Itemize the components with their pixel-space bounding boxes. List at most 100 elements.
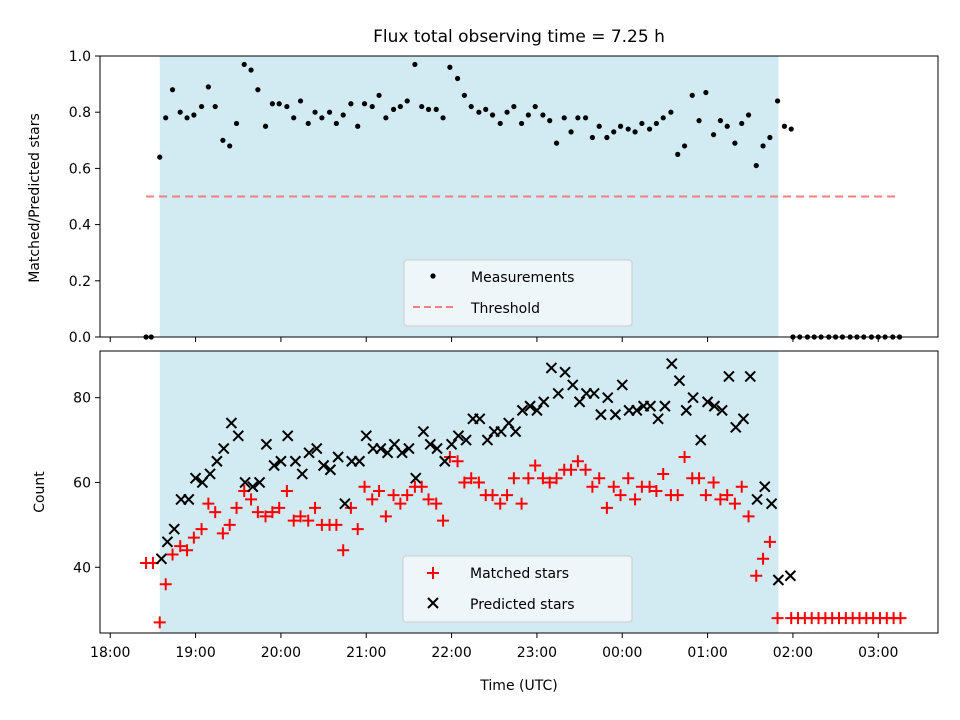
predicted-star-point (759, 480, 771, 493)
measurement-point (163, 115, 169, 121)
matched-star-point (195, 523, 208, 536)
predicted-star-point (275, 455, 287, 467)
measurement-point (383, 115, 389, 121)
matched-star-point (187, 531, 200, 544)
predicted-star-point (708, 400, 721, 412)
matched-star-point (678, 451, 691, 464)
top-panel-ytick-label: 1.0 (69, 49, 91, 65)
measurement-point (589, 134, 595, 141)
matched-star-point (657, 467, 670, 480)
measurement-point (369, 103, 375, 110)
measurement-point (497, 120, 503, 127)
predicted-star-point (303, 447, 315, 459)
measurement-point (447, 64, 453, 70)
legend-predicted-marker (427, 597, 439, 609)
predicted-star-point (474, 413, 486, 425)
matched-star-point (259, 510, 272, 523)
measurement-point (668, 109, 674, 115)
measurement-point (489, 112, 496, 118)
x-tick-label: 18:00 (90, 645, 130, 661)
measurement-point (312, 109, 318, 115)
predicted-star-point (567, 379, 579, 391)
bottom-panel-frame (99, 350, 939, 634)
measurement-point (596, 123, 602, 129)
predicted-star-point (431, 442, 443, 455)
x-tick-label: 20:00 (261, 645, 301, 661)
matched-star-point (515, 497, 528, 510)
matched-star-point (202, 497, 215, 510)
matched-star-point (757, 552, 770, 565)
predicted-star-point (232, 430, 244, 442)
matched-star-point (266, 506, 279, 519)
measurement-point (326, 109, 333, 115)
top-panel-ytick-label: 0.0 (69, 330, 91, 346)
matched-star-point (216, 527, 229, 540)
matched-star-point (302, 514, 315, 527)
measurement-point (710, 132, 717, 138)
x-tick-label: 02:00 (773, 645, 813, 661)
predicted-star-point (317, 459, 330, 472)
predicted-star-point (417, 425, 430, 438)
measurement-point (241, 61, 247, 68)
legend-measurements-label: Measurements (471, 270, 574, 286)
measurement-point (617, 123, 624, 129)
predicted-star-point (784, 570, 797, 582)
measurement-point (333, 120, 339, 127)
legend-threshold-label: Threshold (470, 301, 540, 317)
predicted-star-point (381, 447, 394, 459)
x-axis-label: Time (UTC) (479, 678, 557, 694)
measurement-point (653, 120, 659, 127)
measurement-point (511, 103, 517, 110)
matched-star-point (586, 480, 599, 493)
bottom-panel-ytick-label: 80 (73, 391, 91, 407)
measurement-point (774, 98, 781, 104)
predicted-star-point (616, 379, 628, 391)
predicted-star-point (609, 408, 622, 421)
matched-star-point (465, 472, 478, 485)
measurement-point (305, 120, 311, 127)
predicted-star-point (410, 472, 422, 484)
matched-star-point (451, 455, 464, 468)
measurement-point (220, 137, 226, 143)
bottom-panel-ytick-label: 60 (73, 475, 91, 491)
measurement-point (390, 106, 397, 112)
predicted-star-point (503, 417, 515, 429)
measurement-point (404, 98, 410, 104)
matched-star-point (622, 472, 635, 485)
matched-star-point (707, 476, 720, 489)
measurement-point (212, 103, 218, 110)
matched-star-point (223, 518, 236, 531)
predicted-star-point (353, 455, 366, 467)
measurement-point (291, 115, 297, 121)
predicted-star-point (516, 404, 529, 417)
measurement-point (788, 126, 794, 132)
matched-star-point (174, 540, 187, 553)
predicted-star-point (644, 400, 657, 412)
matched-star-point (543, 476, 556, 489)
x-tick-label: 19:00 (175, 645, 215, 661)
measurement-point (355, 123, 361, 129)
predicted-star-point (744, 370, 756, 383)
measurement-point (753, 162, 759, 169)
measurement-point (454, 75, 461, 82)
measurement-point (255, 87, 261, 93)
matched-star-point (671, 489, 684, 502)
predicted-star-point (481, 434, 494, 446)
matched-star-point (763, 535, 776, 548)
predicted-star-point (588, 387, 600, 400)
matched-star-point (650, 484, 663, 497)
measurement-point (724, 123, 730, 129)
predicted-star-point (225, 417, 238, 429)
measurement-point (177, 109, 183, 115)
top-panel-legend: Measurements Threshold (403, 259, 633, 327)
predicted-star-point (155, 553, 168, 565)
measurement-point (233, 120, 240, 127)
top-panel-ytick-label: 0.2 (69, 274, 91, 290)
measurement-point (525, 112, 531, 118)
predicted-star-point (396, 447, 408, 459)
matched-star-point (593, 472, 606, 485)
matched-star-point (629, 493, 642, 506)
predicted-star-point (695, 434, 707, 446)
measurement-point (625, 126, 631, 132)
measurement-point (745, 112, 752, 118)
